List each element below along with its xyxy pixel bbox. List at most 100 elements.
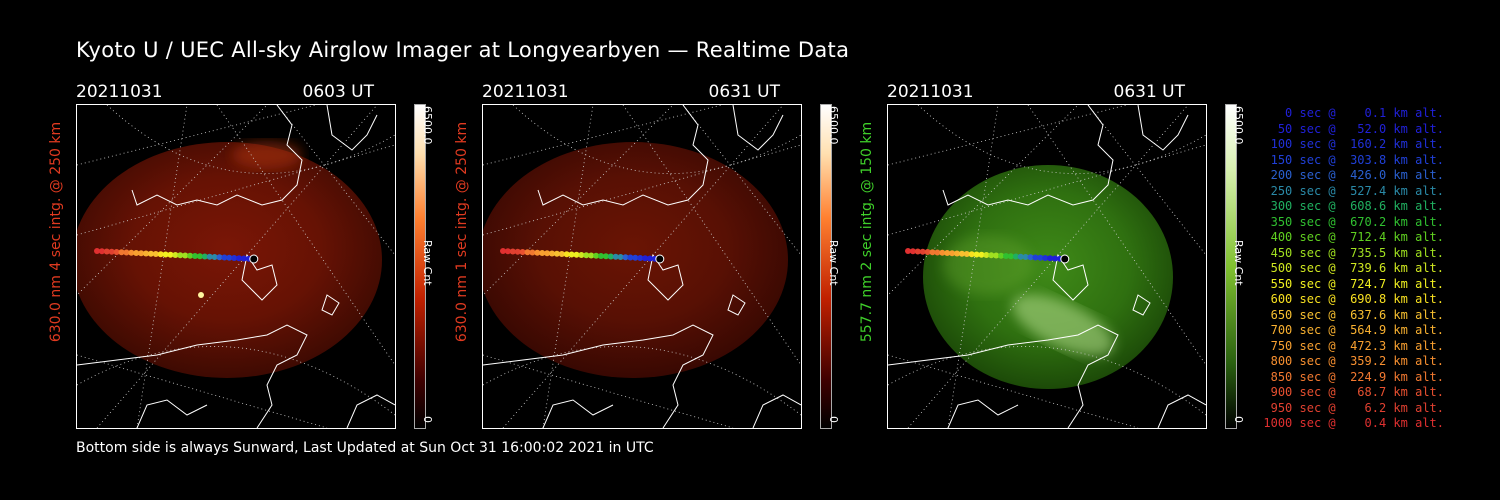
trajectory-point: [152, 251, 159, 257]
trajectory-point: [539, 250, 546, 256]
legend-row: 0 sec @ 0.1 km alt.: [1263, 106, 1444, 120]
trajectory-point: [504, 248, 511, 255]
legend-row: 400 sec @ 712.4 km alt.: [1263, 230, 1444, 244]
trajectory-point: [147, 250, 154, 257]
trajectory-point: [939, 249, 946, 256]
trajectory-point: [588, 252, 595, 259]
legend-row: 550 sec @ 724.7 km alt.: [1263, 276, 1444, 291]
footer-status: Bottom side is always Sunward, Last Upda…: [76, 440, 654, 456]
trajectory-point: [133, 250, 140, 256]
trajectory-point: [1027, 254, 1034, 261]
lat-lon-grid: [483, 105, 801, 428]
trajectory-point: [103, 248, 110, 255]
trajectory-legend: 0 sec @ 0.1 km alt. 50 sec @ 52.0 km alt…: [1262, 106, 1444, 432]
trajectory-point: [983, 252, 990, 258]
allsky-disk: [923, 165, 1173, 389]
rocket-trajectory: [500, 248, 665, 264]
trajectory-point: [598, 253, 604, 259]
allsky-image: [482, 104, 802, 429]
colorbar-min-label: 0: [1232, 416, 1245, 423]
trajectory-point: [236, 255, 243, 262]
trajectory-point: [143, 250, 149, 257]
trajectory-point: [118, 249, 125, 256]
trajectory-point: [138, 250, 145, 257]
colorbar-max-label: 6500.0: [421, 106, 434, 145]
launch-site-marker: [249, 254, 259, 264]
airglow-patch: [232, 141, 302, 169]
trajectory-point: [1012, 253, 1019, 260]
trajectory-point: [1037, 254, 1044, 261]
trajectory-point: [919, 248, 926, 255]
airglow-panel-1: 20211031 0603 UT 630.0 nm 4 sec intg. @ …: [48, 82, 456, 432]
legend-row: 650 sec @ 637.6 km alt.: [1263, 307, 1444, 322]
legend-row: 250 sec @ 527.4 km alt.: [1263, 183, 1444, 198]
rocket-trajectory: [905, 248, 1070, 264]
colorbar-unit-label: Raw Cnt: [421, 240, 434, 286]
legend-row: 350 sec @ 670.2 km alt.: [1263, 214, 1444, 229]
trajectory-point: [221, 254, 228, 261]
legend-row: 50 sec @ 52.0 km alt.: [1263, 121, 1444, 136]
panel-wavelength-label: 630.0 nm 4 sec intg. @ 250 km: [48, 121, 64, 343]
colorbar: [820, 104, 832, 429]
trajectory-point: [549, 250, 555, 257]
colorbar: [414, 104, 426, 429]
trajectory-point: [647, 255, 653, 262]
colorbar-max-label: 6500.0: [827, 106, 840, 145]
colorbar-min-label: 0: [421, 416, 434, 423]
trajectory-point: [514, 248, 521, 255]
launch-site-marker: [655, 254, 665, 264]
trajectory-point: [1017, 253, 1024, 260]
trajectory-point: [1047, 255, 1054, 262]
legend-row: 1000 sec @ 0.4 km alt.: [1263, 416, 1444, 430]
trajectory-point: [578, 252, 585, 258]
bright-spot: [198, 292, 204, 298]
trajectory-point: [157, 251, 164, 258]
panel-date: 20211031: [887, 82, 974, 102]
trajectory-point: [632, 254, 639, 261]
legend-row: 100 sec @ 160.2 km alt.: [1263, 137, 1444, 151]
trajectory-point: [627, 254, 634, 261]
trajectory-point: [949, 250, 956, 257]
trajectory-point: [128, 249, 135, 256]
lat-lon-grid: [888, 105, 1206, 428]
airglow-panel-3: 20211031 0631 UT 557.7 nm 2 sec intg. @ …: [859, 82, 1267, 432]
coastline: [483, 105, 801, 428]
airglow-patch: [943, 235, 1033, 295]
trajectory-point: [593, 252, 600, 259]
legend-row: 900 sec @ 68.7 km alt.: [1263, 385, 1444, 399]
trajectory-point: [1022, 254, 1029, 260]
trajectory-point: [978, 251, 985, 258]
panel-time: 0631 UT: [1113, 82, 1186, 102]
trajectory-point: [182, 252, 189, 259]
legend-row: 150 sec @ 303.8 km alt.: [1263, 152, 1444, 167]
colorbar: [1225, 104, 1237, 429]
trajectory-point: [929, 249, 936, 256]
legend-row: 600 sec @ 690.8 km alt.: [1263, 292, 1444, 306]
trajectory-point: [519, 249, 526, 255]
lat-lon-grid: [77, 105, 395, 428]
trajectory-point: [1032, 254, 1039, 261]
trajectory-point: [529, 249, 536, 256]
legend-row: 200 sec @ 426.0 km alt.: [1263, 168, 1444, 182]
trajectory-point: [612, 253, 619, 260]
legend-row: 450 sec @ 735.5 km alt.: [1263, 245, 1444, 260]
trajectory-point: [241, 255, 247, 262]
trajectory-point: [1007, 253, 1014, 260]
legend-row: 300 sec @ 608.6 km alt.: [1263, 199, 1444, 213]
trajectory-point: [162, 251, 169, 258]
trajectory-point: [583, 252, 590, 259]
trajectory-point: [113, 249, 120, 255]
trajectory-point: [201, 253, 208, 260]
trajectory-point: [924, 249, 931, 255]
legend-row: 500 sec @ 739.6 km alt.: [1263, 261, 1444, 275]
trajectory-point: [211, 254, 218, 260]
legend-row: 750 sec @ 472.3 km alt.: [1263, 338, 1444, 353]
panel-wavelength-label: 557.7 nm 2 sec intg. @ 150 km: [859, 121, 875, 343]
legend-row: 700 sec @ 564.9 km alt.: [1263, 323, 1444, 337]
trajectory-point: [998, 252, 1005, 259]
trajectory-point: [968, 251, 975, 258]
trajectory-point: [934, 249, 941, 256]
trajectory-point: [637, 255, 644, 261]
colorbar-unit-label: Raw Cnt: [827, 240, 840, 286]
trajectory-point: [1003, 253, 1009, 259]
